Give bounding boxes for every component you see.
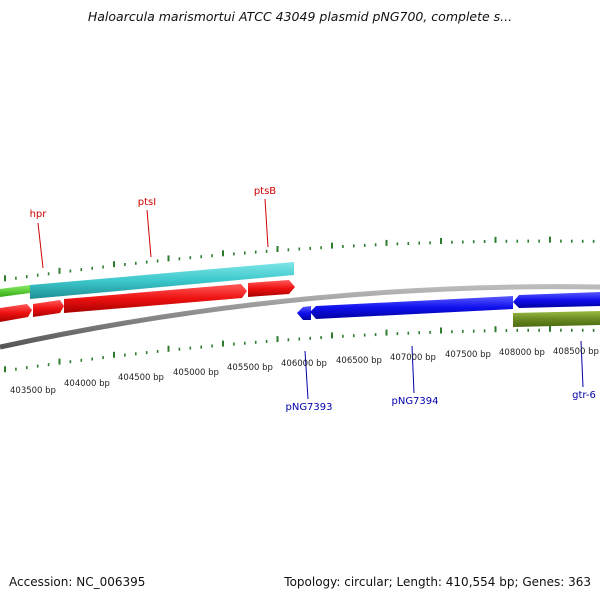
scale-label: 405500 bp: [227, 363, 273, 373]
cyan-feature-ptsB[interactable]: [30, 262, 294, 299]
scale-labels: 403500 bp 404000 bp 404500 bp 405000 bp …: [10, 347, 599, 396]
red-gene-1[interactable]: [0, 304, 32, 322]
red-gene-2[interactable]: [33, 300, 64, 317]
gene-label-ptsI: ptsI: [138, 197, 156, 208]
scale-label: 407000 bp: [390, 353, 436, 363]
scale-label: 406500 bp: [336, 356, 382, 366]
blue-gene-pNG7393[interactable]: [297, 306, 311, 320]
genome-summary-text: Topology: circular; Length: 410,554 bp; …: [284, 575, 591, 589]
scale-label: 404000 bp: [64, 379, 110, 389]
map-title: Haloarcula marismortui ATCC 43049 plasmi…: [87, 9, 513, 24]
gene-callout-ptsI[interactable]: ptsI: [138, 197, 156, 258]
gene-label-hpr: hpr: [30, 209, 48, 220]
blue-gene-gtr-6[interactable]: [513, 292, 600, 308]
inner-tick-track: [4, 325, 595, 373]
scale-label: 403500 bp: [10, 386, 56, 396]
red-gene-3[interactable]: [248, 280, 295, 297]
gene-label-ptsB: ptsB: [254, 186, 276, 197]
blue-gene-pNG7394[interactable]: [310, 296, 513, 319]
gene-callout-pNG7394[interactable]: pNG7394: [391, 345, 439, 407]
gene-callout-ptsB[interactable]: ptsB: [254, 186, 276, 248]
scale-label: 406000 bp: [281, 359, 327, 369]
green-feature[interactable]: [0, 285, 32, 297]
gene-label-pNG7394: pNG7394: [391, 396, 438, 407]
scale-label: 408500 bp: [553, 347, 599, 357]
gene-callout-pNG7393[interactable]: pNG7393: [285, 350, 333, 413]
gene-label-gtr-6: gtr-6: [572, 390, 596, 401]
gene-callout-gtr-6[interactable]: gtr-6: [572, 340, 596, 401]
gene-callout-hpr[interactable]: hpr: [30, 209, 48, 269]
scale-label: 404500 bp: [118, 373, 164, 383]
olive-feature[interactable]: [513, 311, 600, 327]
accession-text: Accession: NC_006395: [9, 575, 146, 589]
outer-tick-track: [4, 236, 595, 282]
genome-backbone: [0, 284, 600, 350]
scale-label: 405000 bp: [173, 368, 219, 378]
red-gene-ptsI[interactable]: [64, 284, 247, 313]
scale-label: 408000 bp: [499, 348, 545, 358]
gene-label-pNG7393: pNG7393: [285, 402, 332, 413]
scale-label: 407500 bp: [445, 350, 491, 360]
